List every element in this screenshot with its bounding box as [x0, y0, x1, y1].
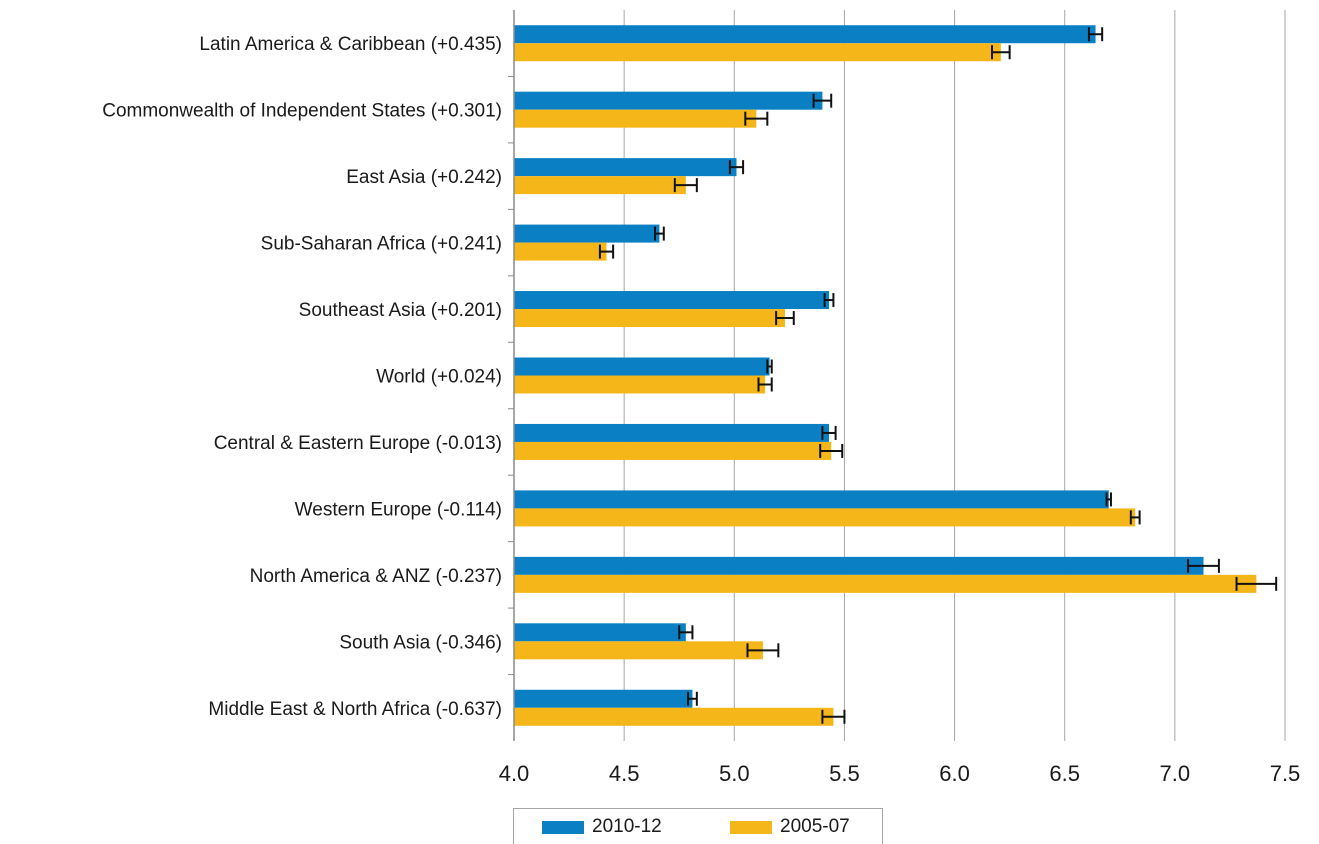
- x-tick-label: 6.5: [1049, 761, 1080, 786]
- bar-2005-07-2: [514, 176, 686, 195]
- bar-2005-07-3: [514, 242, 607, 261]
- tick-labels: 4.0 4.5 5.0 5.5 6.0 6.5 7.0 7.5: [499, 761, 1301, 786]
- bar-2005-07-8: [514, 574, 1257, 593]
- category-label: Southeast Asia (+0.201): [299, 300, 502, 321]
- x-tick-label: 7.0: [1160, 761, 1191, 786]
- category-label: North America & ANZ (-0.237): [250, 566, 502, 587]
- bar-2005-07-9: [514, 641, 763, 660]
- bar-2010-12-0: [514, 25, 1096, 44]
- gridlines: [623, 10, 1286, 741]
- bar-2010-12-2: [514, 158, 737, 177]
- bar-2005-07-10: [514, 707, 834, 726]
- bar-2010-12-6: [514, 423, 830, 442]
- category-label: World (+0.024): [376, 367, 502, 388]
- bar-2005-07-6: [514, 441, 832, 460]
- legend: 2010-12 2005-07: [513, 808, 883, 844]
- axes: [508, 10, 515, 741]
- bar-2010-12-5: [514, 357, 770, 376]
- category-labels: Latin America & Caribbean (+0.435) Common…: [102, 34, 502, 720]
- x-tick-label: 5.5: [829, 761, 860, 786]
- legend-item-2010-12: 2010-12: [542, 816, 662, 837]
- bar-2010-12-3: [514, 224, 660, 243]
- category-label: Latin America & Caribbean (+0.435): [199, 34, 502, 55]
- category-label: East Asia (+0.242): [346, 167, 502, 188]
- legend-item-2005-07: 2005-07: [730, 816, 850, 837]
- bar-2010-12-9: [514, 623, 686, 642]
- bar-2005-07-7: [514, 508, 1136, 527]
- category-label: Middle East & North Africa (-0.637): [208, 699, 502, 720]
- bar-2010-12-10: [514, 689, 693, 708]
- legend-swatch-2010-12: [542, 820, 584, 834]
- error-bars: [598, 27, 1278, 724]
- legend-swatch-2005-07: [730, 820, 772, 834]
- bar-2005-07-0: [514, 43, 1001, 62]
- bar-2010-12-7: [514, 490, 1109, 509]
- bar-2010-12-1: [514, 91, 823, 110]
- x-tick-label: 5.0: [719, 761, 750, 786]
- x-tick-label: 7.5: [1270, 761, 1301, 786]
- legend-label-2005-07: 2005-07: [780, 816, 850, 837]
- bar-2005-07-4: [514, 309, 785, 328]
- bar-2010-12-4: [514, 291, 830, 310]
- x-tick-label: 4.0: [499, 761, 530, 786]
- category-label: Sub-Saharan Africa (+0.241): [261, 234, 502, 255]
- x-tick-label: 4.5: [609, 761, 640, 786]
- bars: [514, 25, 1257, 726]
- legend-label-2010-12: 2010-12: [592, 816, 662, 837]
- bar-2010-12-8: [514, 556, 1204, 575]
- x-tick-label: 6.0: [939, 761, 970, 786]
- bar-2005-07-1: [514, 109, 757, 128]
- category-label: Central & Eastern Europe (-0.013): [214, 433, 502, 454]
- bar-2005-07-5: [514, 375, 766, 394]
- category-label: South Asia (-0.346): [339, 632, 502, 653]
- category-label: Western Europe (-0.114): [295, 499, 502, 520]
- category-label: Commonwealth of Independent States (+0.3…: [102, 101, 502, 122]
